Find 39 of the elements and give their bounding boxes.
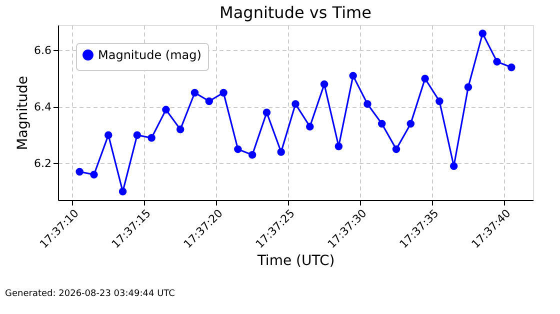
point [90, 170, 98, 178]
point [406, 120, 415, 128]
point [349, 72, 357, 80]
point [421, 74, 429, 82]
y-tick-label: 6.4 [34, 100, 52, 114]
point [464, 83, 472, 91]
point [205, 97, 214, 106]
x-axis-title: Time (UTC) [256, 253, 335, 270]
point [234, 145, 242, 154]
point [478, 30, 486, 38]
point [436, 97, 444, 106]
point [306, 122, 314, 130]
chart-title: Magnitude vs Time [220, 3, 372, 22]
text: Generated: 2026-08-23 03:49:44 UTC [5, 289, 175, 299]
point [162, 106, 170, 114]
point [262, 108, 271, 116]
legend-label: Magnitude (mag) [98, 48, 202, 62]
point [364, 100, 372, 108]
point [76, 168, 84, 176]
point [220, 88, 228, 97]
point [248, 150, 256, 159]
point [190, 88, 199, 97]
point [378, 120, 386, 128]
point [450, 162, 458, 170]
y-axis-title: Magnitude [15, 76, 32, 150]
point [334, 142, 343, 150]
point [104, 131, 112, 139]
point [292, 100, 300, 108]
point [392, 145, 400, 154]
y-tick-label: 6.2 [34, 156, 52, 170]
point [118, 188, 127, 196]
y-tick-label: 6.6 [34, 44, 52, 57]
point [148, 134, 156, 142]
point [277, 148, 285, 156]
point [133, 131, 142, 139]
point [493, 58, 501, 66]
point [176, 126, 184, 134]
point [508, 63, 516, 72]
point [320, 80, 328, 88]
